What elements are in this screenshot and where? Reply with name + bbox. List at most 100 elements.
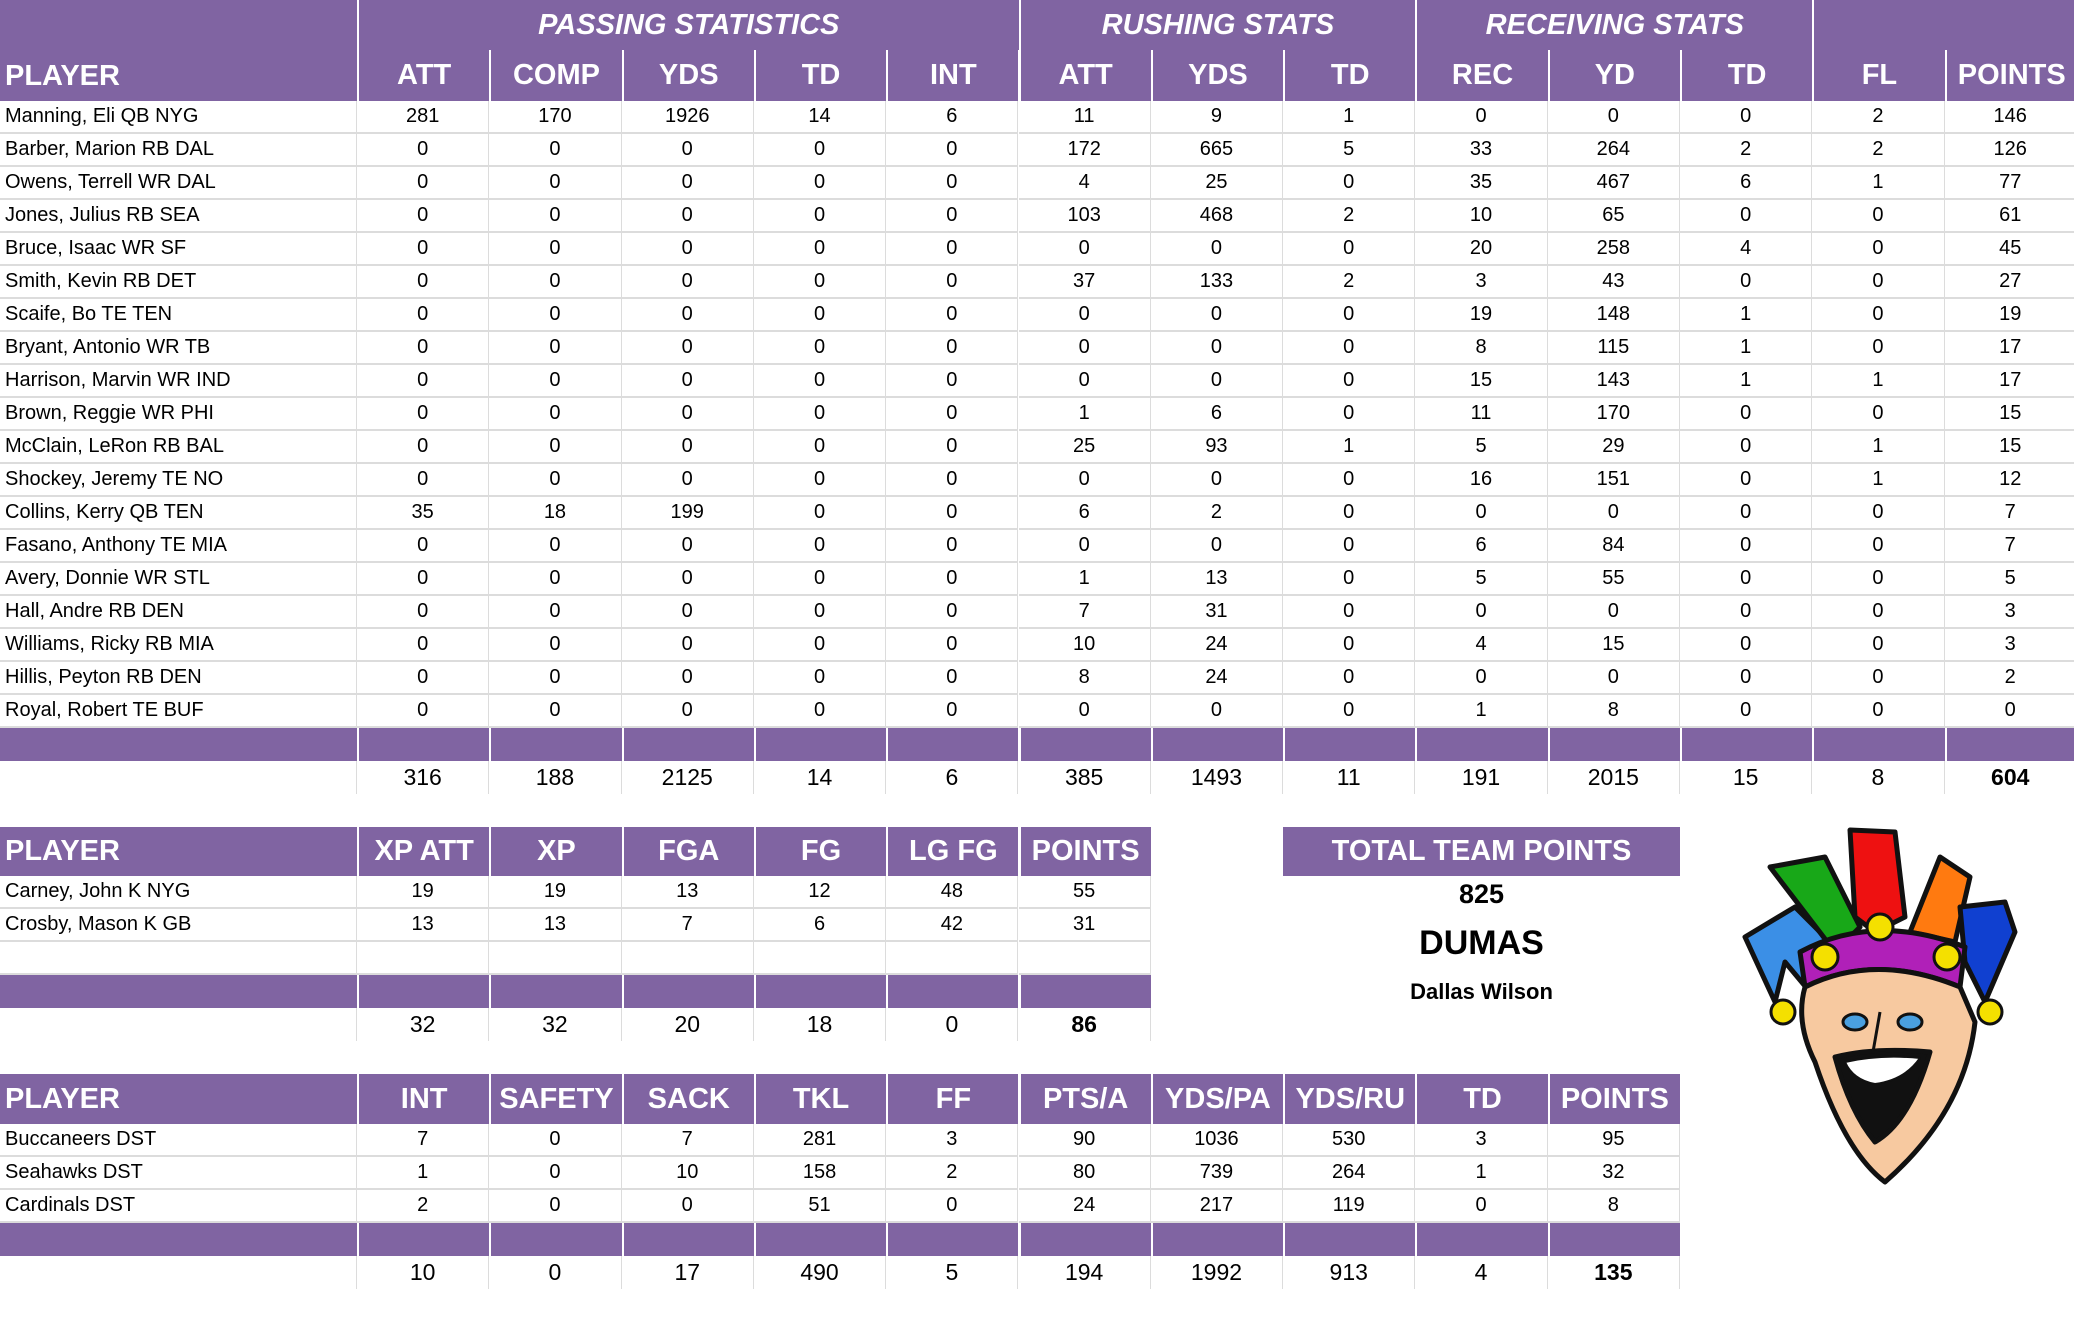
column-header: POINTS [1944, 50, 2074, 101]
stat-cell: 0 [1547, 662, 1680, 695]
stat-cell: 0 [753, 398, 887, 431]
stat-cell: 0 [621, 365, 754, 398]
header-divider [357, 50, 359, 101]
stat-cell: 65 [1547, 200, 1680, 233]
stat-cell: 1 [1018, 398, 1151, 431]
total-bar [1283, 1223, 1416, 1256]
total-bar [1812, 728, 1945, 761]
stat-cell: 1 [1680, 332, 1813, 365]
stat-cell: 7 [621, 909, 754, 942]
header-divider [1415, 50, 1418, 101]
stat-cell: 18 [489, 497, 622, 530]
stat-cell: 24 [1150, 629, 1284, 662]
stat-cell: 0 [1547, 101, 1680, 134]
stat-cell: 11 [1018, 101, 1151, 134]
player-name: Bryant, Antonio WR TB [0, 332, 357, 365]
player-name: Hillis, Peyton RB DEN [0, 662, 357, 695]
group-header: RUSHING STATS [1018, 0, 1416, 50]
column-header: FGA [621, 827, 754, 876]
column-header: YDS/RU [1283, 1074, 1416, 1124]
stat-cell: 0 [753, 497, 887, 530]
stat-cell: 0 [1812, 200, 1945, 233]
total-value: 32 [357, 1008, 490, 1041]
stat-cell: 0 [1680, 266, 1813, 299]
stat-cell: 2 [1680, 134, 1813, 167]
stat-cell: 0 [1680, 662, 1813, 695]
stat-cell: 0 [886, 134, 1019, 167]
stat-cell: 0 [1283, 332, 1416, 365]
stat-cell: 0 [1547, 596, 1680, 629]
stat-cell: 3 [1415, 1124, 1548, 1157]
stat-cell: 0 [357, 662, 490, 695]
total-bar [753, 975, 887, 1008]
stat-cell: 16 [1415, 464, 1548, 497]
stat-cell: 0 [886, 662, 1019, 695]
stat-cell: 0 [753, 596, 887, 629]
stat-cell: 146 [1944, 101, 2074, 134]
stat-cell: 8 [1547, 1190, 1680, 1223]
stat-cell: 48 [886, 876, 1019, 909]
column-header: FF [886, 1074, 1019, 1124]
stat-cell: 0 [1415, 1190, 1548, 1223]
stat-cell: 1 [357, 1157, 490, 1190]
stat-cell: 0 [621, 266, 754, 299]
jester-icon [1742, 827, 2018, 1185]
stat-cell: 8 [1547, 695, 1680, 728]
stat-cell: 0 [1812, 530, 1945, 563]
stat-cell: 0 [357, 596, 490, 629]
stat-cell: 0 [357, 200, 490, 233]
stat-cell: 0 [357, 431, 490, 464]
stat-cell: 0 [489, 1124, 622, 1157]
player-column-header: PLAYER [0, 1074, 357, 1124]
column-header: TD [1680, 50, 1813, 101]
stat-cell: 11 [1415, 398, 1548, 431]
stat-cell: 0 [886, 332, 1019, 365]
stat-cell: 35 [1415, 167, 1548, 200]
stat-cell: 0 [1018, 332, 1151, 365]
stat-cell: 0 [1680, 695, 1813, 728]
stat-cell: 0 [886, 233, 1019, 266]
stat-cell: 1 [1812, 167, 1945, 200]
header-divider [753, 50, 756, 101]
header-divider [621, 50, 624, 101]
stat-cell: 31 [1150, 596, 1284, 629]
stat-cell: 0 [753, 365, 887, 398]
player-name: Seahawks DST [0, 1157, 357, 1190]
stat-cell: 0 [1018, 365, 1151, 398]
stat-cell: 0 [1944, 695, 2074, 728]
stat-cell: 6 [1415, 530, 1548, 563]
stat-cell: 5 [1283, 134, 1416, 167]
stat-cell: 0 [1680, 596, 1813, 629]
total-value: 188 [489, 761, 622, 794]
stat-cell: 12 [753, 876, 887, 909]
column-header: INT [886, 50, 1019, 101]
stat-cell: 0 [1150, 464, 1284, 497]
stat-cell: 148 [1547, 299, 1680, 332]
stat-cell: 1 [1018, 563, 1151, 596]
stat-cell: 0 [489, 1190, 622, 1223]
stat-cell: 0 [753, 662, 887, 695]
stat-cell: 19 [489, 876, 622, 909]
stat-cell: 281 [753, 1124, 887, 1157]
stat-cell: 5 [1415, 563, 1548, 596]
stat-cell: 0 [1812, 563, 1945, 596]
column-header: TD [1415, 1074, 1548, 1124]
group-header: PASSING STATISTICS [357, 0, 1019, 50]
column-header: XP [489, 827, 622, 876]
stat-cell: 0 [1812, 497, 1945, 530]
stat-cell: 0 [621, 695, 754, 728]
empty-row-cell [886, 942, 1019, 975]
stat-cell: 10 [621, 1157, 754, 1190]
stat-cell: 0 [1812, 695, 1945, 728]
stat-cell: 2 [1150, 497, 1284, 530]
stat-cell: 0 [621, 464, 754, 497]
stat-cell: 20 [1415, 233, 1548, 266]
stat-cell: 25 [1150, 167, 1284, 200]
stat-cell: 0 [489, 365, 622, 398]
header-divider [1283, 50, 1286, 101]
player-name: Carney, John K NYG [0, 876, 357, 909]
stat-cell: 29 [1547, 431, 1680, 464]
stat-cell: 1 [1283, 431, 1416, 464]
stat-cell: 37 [1018, 266, 1151, 299]
stat-cell: 0 [1812, 233, 1945, 266]
